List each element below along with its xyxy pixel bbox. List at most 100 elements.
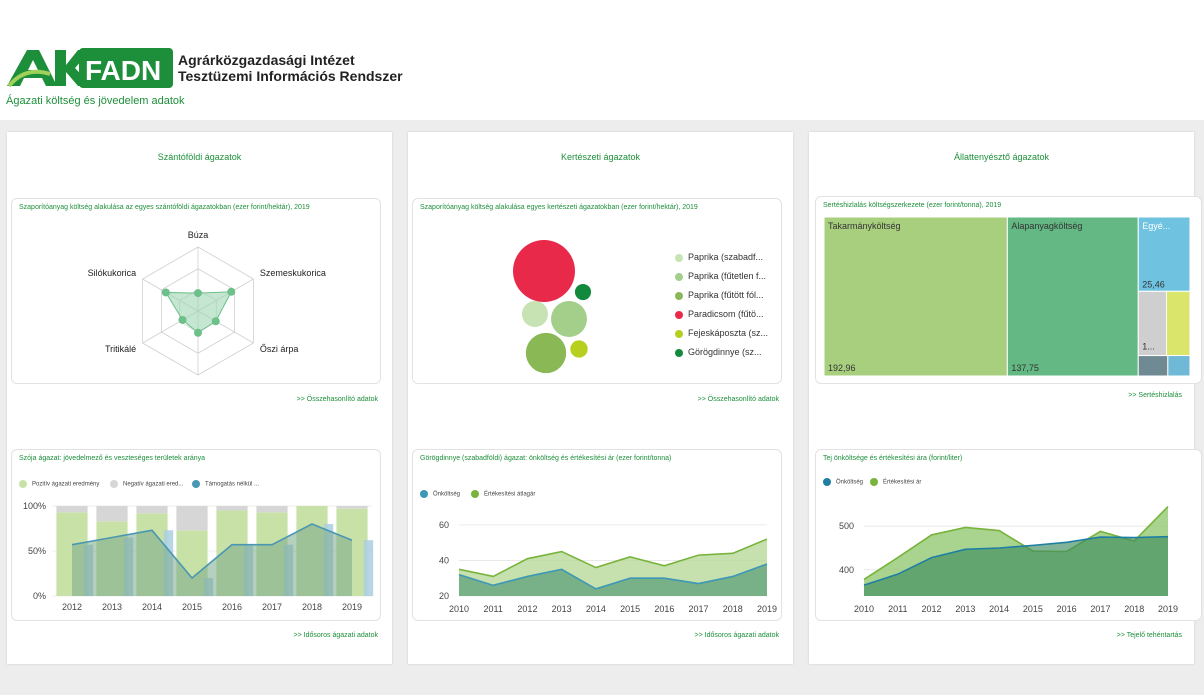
y-tick-label: 100% [23,501,46,511]
legend-item[interactable]: Paprika (fűtetlen f... [675,271,766,281]
bubble-chart [513,240,592,374]
x-tick-label: 2014 [142,602,162,612]
bubble-5 [570,340,588,358]
legend-item[interactable]: Paprika (fűtött fól... [675,290,764,300]
x-tick-label: 2014 [586,604,606,614]
radar-point [194,289,202,298]
legend-dot [110,480,118,488]
treemap-cell-name: Takarmányköltség [828,221,901,231]
radar-category-label: Szója [187,382,210,383]
y-tick-label: 50% [28,546,46,556]
x-tick-label: 2018 [723,604,743,614]
legend-item[interactable]: Görögdinnye (sz... [675,347,762,357]
bar-negative [176,506,208,531]
radar-point [194,328,202,337]
radar-point [161,288,170,297]
treemap-cell [1137,355,1169,377]
treemap-cell [1006,216,1139,377]
treemap-cell-name: Egyé... [1142,221,1170,231]
bubble-chart-card: Szaporítóanyag költség alakulása egyes k… [412,198,782,384]
legend-dot [192,480,200,488]
x-tick-label: 2011 [484,604,503,614]
x-tick-label: 2013 [102,602,122,612]
legend-dot [19,480,27,488]
radar-category-label: Őszi árpa [260,344,299,354]
x-tick-label: 2012 [922,604,942,614]
bar-negative [56,506,88,513]
y-tick-label: 60 [439,520,449,530]
legend-item[interactable]: Paprika (szabadf... [675,252,763,262]
timeseries-link[interactable]: >> Idősoros ágazati adatok [694,632,779,639]
compare-link[interactable]: >> Összehasonlító adatok [296,396,378,403]
radar-chart: Búza Szemeskukorica Őszi árpa Szója Tritikál… [88,230,326,383]
legend-label: Fejeskáposzta (sz... [688,328,769,338]
legend-dot [675,272,683,281]
legend-item[interactable]: Fejeskáposzta (sz... [675,328,768,338]
legend-item[interactable]: Értékesítési ár [870,478,921,486]
radar-category-label: Tritikálé [105,344,136,354]
x-tick-label: 2011 [888,604,907,614]
melon-chart-card: Görögdinnye (szabadföldi) ágazat: önkölt… [412,449,782,621]
legend-item[interactable]: Negatív ágazati ered... [110,480,183,488]
legend-label: Görögdinnye (sz... [688,347,762,357]
panel-title: Kertészeti ágazatok [560,152,641,162]
x-tick-label: 2015 [182,602,202,612]
x-tick-label: 2010 [854,604,874,614]
legend-label: Értékesítési ár [883,479,922,486]
legend-label: Negatív ágazati ered... [123,481,184,488]
legend-dot [870,478,878,486]
bar-negative [96,506,128,522]
x-tick-label: 2014 [989,604,1009,614]
series-area [864,536,1168,596]
compare-link[interactable]: >> Összehasonlító adatok [697,396,779,403]
legend-item[interactable]: Pozitív ágazati eredmény [19,480,99,488]
legend-label: Értékesítési átlagár [484,491,536,498]
x-tick-label: 2018 [1124,604,1144,614]
pig-link[interactable]: >> Sertéshizlalás [1128,392,1182,399]
x-tick-label: 2018 [302,602,322,612]
panel-title: Szántóföldi ágazatok [157,152,242,162]
x-tick-label: 2012 [517,604,537,614]
dairy-link[interactable]: >> Tejelő tehéntartás [1116,632,1182,639]
series-line [458,538,768,578]
chart-title: Szója ágazat: jövedelmező és veszteséges… [19,455,205,462]
legend-item[interactable]: Önköltség [823,478,863,486]
bubble-2 [551,301,587,337]
radar-category-label: Búza [188,230,209,240]
melon-area-chart: 20 40 60 2010 2011 2012 2013 2014 2015 2016 2017 20… [439,520,777,614]
bar-negative [216,506,248,511]
bar-negative [136,506,168,514]
legend-item[interactable]: Értékesítési átlagár [471,490,535,498]
chart-title: Szaporítóanyag költség alakulása egyes k… [420,204,698,211]
x-tick-label: 2013 [552,604,572,614]
legend-label: Pozitív ágazati eredmény [32,481,100,488]
page-header: FADN Agrárközgazdasági Intézet Tesztüzem… [0,0,1204,120]
treemap-cell-value: 192,96 [828,363,856,373]
y-tick-label: 400 [839,565,854,575]
timeseries-link[interactable]: >> Idősoros ágazati adatok [293,632,378,639]
bubble-6 [574,283,592,301]
treemap-cell [1167,355,1191,377]
panel-title: Állattenyésztő ágazatok [953,152,1050,162]
brand-line-2: Tesztüzemi Információs Rendszer [178,68,403,84]
radar-point [227,287,236,296]
x-tick-label: 2013 [955,604,975,614]
y-tick-label: 20 [439,591,449,601]
series-line [458,563,768,590]
x-tick-label: 2012 [62,602,82,612]
legend-label: Paprika (fűtetlen f... [688,271,767,281]
legend-dot [675,291,683,300]
legend-item[interactable]: Önköltség [420,490,460,498]
legend-item[interactable]: Paradicsom (fűtö... [675,309,764,319]
chart-title: Tej önköltsége és értékesítési ára (fori… [823,455,963,462]
chart-title: Sertéshizlalás költségszerkezete (ezer f… [823,202,1002,209]
legend-item[interactable]: Támogatás nélkül ... [192,480,259,488]
chart-title: Szaporítóanyag költség alakulása az egye… [19,204,310,211]
legend-dot [675,310,683,319]
x-tick-label: 2017 [1090,604,1110,614]
page-subtitle: Ágazati költség és jövedelem adatok [6,95,185,107]
treemap-cell-name: Alapanyagköltség [1011,221,1082,231]
milk-area-chart: 400 500 2010 2011 2012 2013 2014 2015 2016 2017 20… [839,505,1178,614]
bar-support [363,540,374,596]
bar-chart: 0% 50% 100% 2012 2013 2014 2015 2016 2017 2018 201… [23,501,374,612]
